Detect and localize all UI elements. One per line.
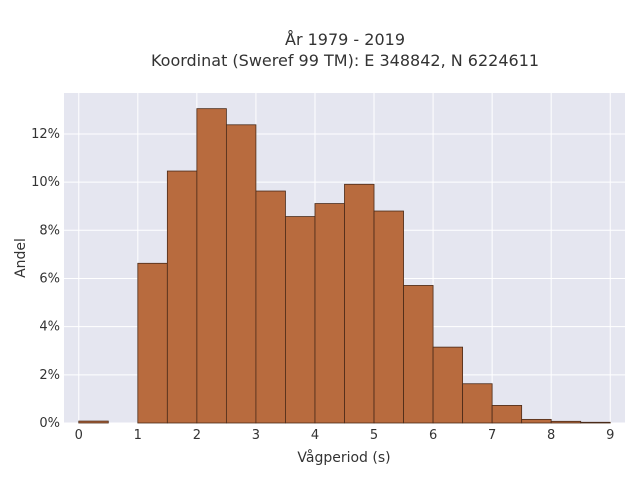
histogram-bar-5 [225,124,257,424]
x-tick-label-9: 9 [606,428,614,443]
x-tick-label-8: 8 [547,428,555,443]
histogram-bar-6 [255,190,286,424]
y-tick-label-1: 2% [39,368,60,383]
y-tick-label-6: 12% [31,127,60,142]
y-axis-title: Andel [13,238,29,278]
histogram-bar-17 [580,421,611,424]
chart-title-line1: År 1979 - 2019 [285,30,405,49]
histogram-bar-8 [314,203,345,424]
histogram-bar-4 [196,108,227,424]
x-tick-label-7: 7 [488,428,496,443]
y-tick-labels: 0% 2% 4% 6% 8% 10% 12% [31,127,60,431]
y-tick-label-3: 6% [39,271,60,286]
y-tick-label-4: 8% [39,223,60,238]
histogram-bar-2 [137,262,168,424]
x-tick-label-4: 4 [311,428,319,443]
histogram-bar-7 [285,216,316,424]
histogram-bar-16 [550,420,582,424]
histogram-bar-3 [166,170,198,424]
histogram-bar-15 [521,418,552,424]
x-tick-label-3: 3 [252,428,260,443]
histogram-bar-14 [491,405,523,424]
histogram-bar-0 [78,420,109,424]
histogram-bar-11 [403,285,434,424]
x-tick-label-1: 1 [134,428,142,443]
x-tick-label-6: 6 [429,428,437,443]
histogram-bar-12 [432,346,464,424]
x-axis-title: Vågperiod (s) [297,449,390,466]
x-tick-label-5: 5 [370,428,378,443]
histogram-bar-13 [462,383,493,424]
y-tick-label-5: 10% [31,175,60,190]
chart-title-line2: Koordinat (Sweref 99 TM): E 348842, N 62… [151,51,539,70]
bars [78,108,611,424]
histogram-bar-10 [373,210,404,424]
y-tick-label-0: 0% [39,416,60,431]
histogram-bar-9 [344,183,375,424]
x-tick-labels: 0 1 2 3 4 5 6 7 8 9 [75,428,615,443]
x-tick-label-0: 0 [75,428,83,443]
x-tick-label-2: 2 [193,428,201,443]
y-tick-label-2: 4% [39,320,60,335]
